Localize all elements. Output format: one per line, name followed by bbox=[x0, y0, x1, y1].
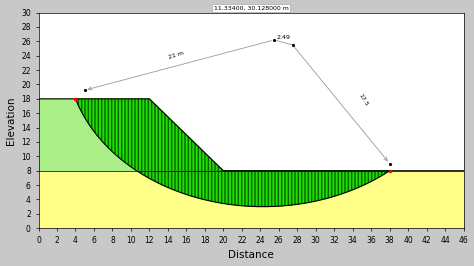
Polygon shape bbox=[38, 171, 464, 228]
Text: 17.5: 17.5 bbox=[357, 93, 369, 107]
Text: 21 m: 21 m bbox=[168, 51, 185, 60]
Text: 11.33400, 30.128000 m: 11.33400, 30.128000 m bbox=[214, 5, 289, 10]
Y-axis label: Elevation: Elevation bbox=[6, 96, 16, 145]
Text: 2.49: 2.49 bbox=[277, 35, 291, 40]
Polygon shape bbox=[137, 171, 389, 207]
Polygon shape bbox=[75, 99, 390, 171]
Polygon shape bbox=[38, 99, 223, 171]
X-axis label: Distance: Distance bbox=[228, 251, 274, 260]
